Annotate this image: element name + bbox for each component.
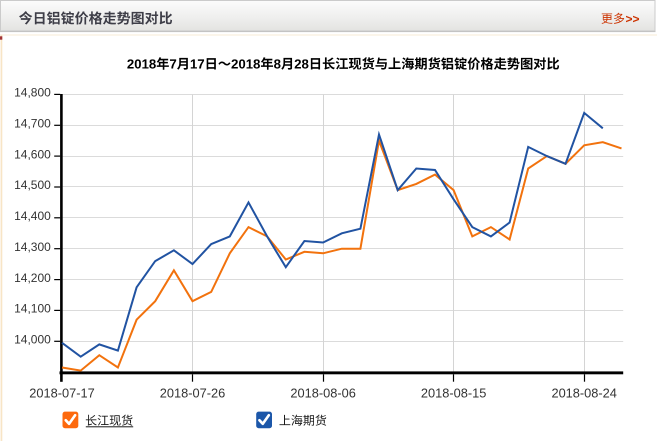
svg-text:2018-08-24: 2018-08-24 <box>551 386 616 401</box>
svg-text:2018-08-06: 2018-08-06 <box>290 386 355 401</box>
svg-text:14,000: 14,000 <box>14 333 51 347</box>
svg-text:14,800: 14,800 <box>14 86 51 100</box>
svg-text:14,400: 14,400 <box>14 209 51 223</box>
svg-text:14,200: 14,200 <box>14 271 51 285</box>
svg-text:14,300: 14,300 <box>14 240 51 254</box>
svg-text:14,700: 14,700 <box>14 117 51 131</box>
svg-text:14,500: 14,500 <box>14 178 51 192</box>
svg-text:2018-07-26: 2018-07-26 <box>160 386 225 401</box>
svg-text:2018-08-15: 2018-08-15 <box>421 386 486 401</box>
svg-text:14,100: 14,100 <box>14 302 51 316</box>
svg-text:14,600: 14,600 <box>14 147 51 161</box>
svg-text:>>: >> <box>626 12 640 26</box>
svg-text:2018-07-17: 2018-07-17 <box>29 386 94 401</box>
